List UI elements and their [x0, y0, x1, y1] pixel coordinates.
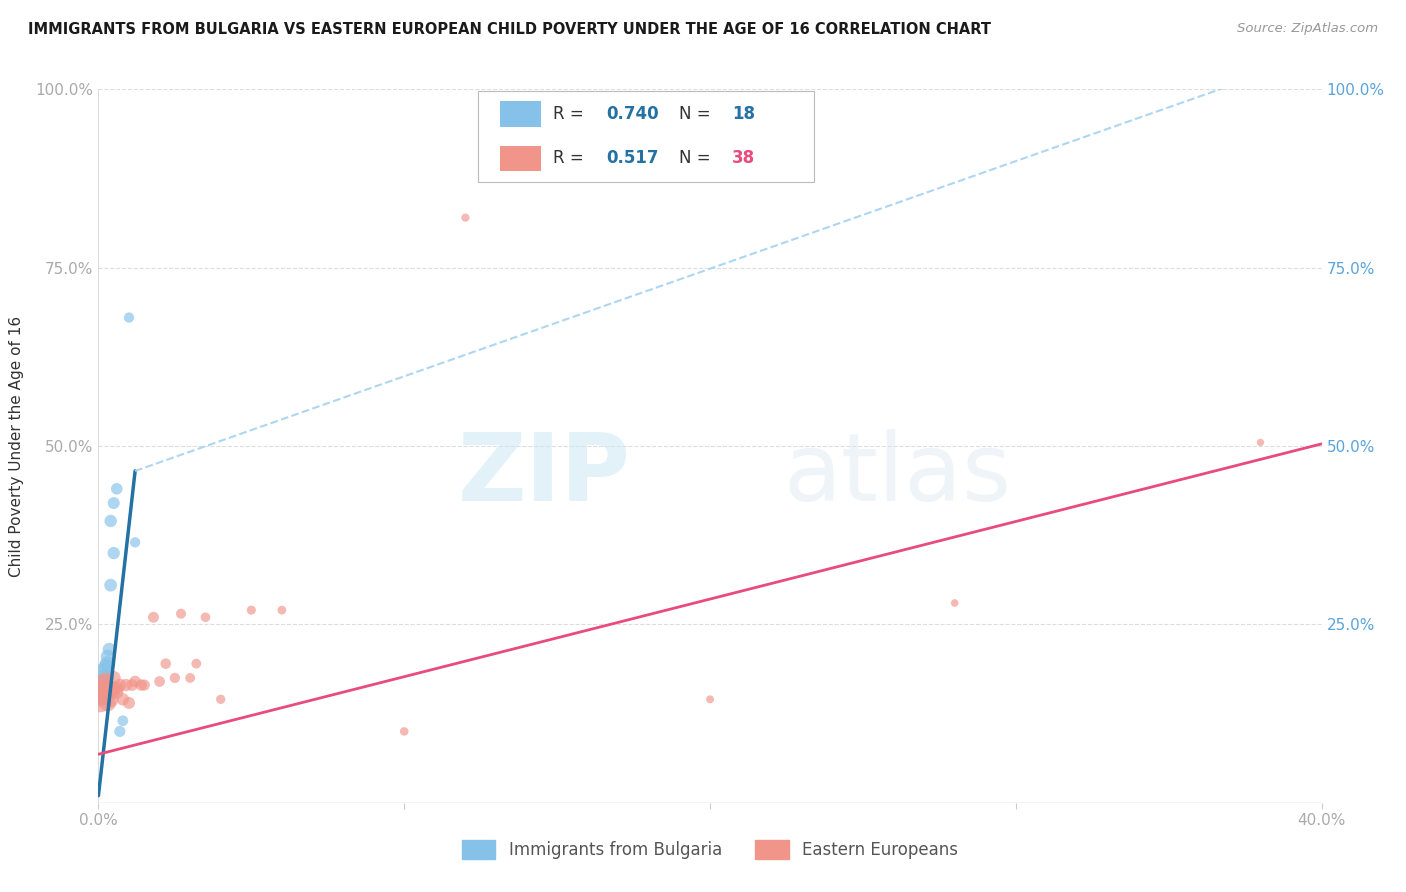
- Text: 0.517: 0.517: [606, 150, 658, 168]
- Point: [134, 678, 156, 692]
- Point: [100, 692, 122, 706]
- Point: [89, 692, 111, 706]
- Text: Source: ZipAtlas.com: Source: ZipAtlas.com: [1237, 22, 1378, 36]
- Point: [103, 496, 125, 510]
- Point: [240, 603, 263, 617]
- Point: [111, 692, 134, 706]
- Point: [392, 724, 416, 739]
- Point: [100, 578, 122, 592]
- Point: [124, 535, 146, 549]
- Point: [97, 681, 120, 696]
- Text: R =: R =: [554, 105, 589, 123]
- Text: IMMIGRANTS FROM BULGARIA VS EASTERN EUROPEAN CHILD POVERTY UNDER THE AGE OF 16 C: IMMIGRANTS FROM BULGARIA VS EASTERN EURO…: [28, 22, 991, 37]
- Point: [270, 603, 292, 617]
- Point: [115, 678, 138, 692]
- Legend: Immigrants from Bulgaria, Eastern Europeans: Immigrants from Bulgaria, Eastern Europe…: [456, 833, 965, 866]
- FancyBboxPatch shape: [499, 145, 541, 171]
- Text: 18: 18: [733, 105, 755, 123]
- Point: [108, 678, 131, 692]
- Point: [699, 692, 721, 706]
- Point: [118, 696, 141, 710]
- Text: N =: N =: [679, 105, 716, 123]
- Point: [91, 689, 114, 703]
- Point: [170, 607, 193, 621]
- Point: [121, 678, 143, 692]
- Point: [129, 678, 152, 692]
- Point: [155, 657, 177, 671]
- Point: [90, 678, 112, 692]
- Point: [118, 310, 141, 325]
- Point: [91, 678, 114, 692]
- Point: [103, 546, 125, 560]
- Text: atlas: atlas: [783, 428, 1012, 521]
- Point: [943, 596, 966, 610]
- Y-axis label: Child Poverty Under the Age of 16: Child Poverty Under the Age of 16: [10, 316, 24, 576]
- Point: [124, 674, 146, 689]
- Point: [105, 681, 128, 696]
- Point: [209, 692, 232, 706]
- Text: ZIP: ZIP: [457, 428, 630, 521]
- Point: [111, 714, 134, 728]
- Point: [89, 685, 111, 699]
- Point: [105, 685, 128, 699]
- Point: [103, 671, 125, 685]
- Point: [93, 671, 115, 685]
- Point: [94, 660, 117, 674]
- Point: [186, 657, 208, 671]
- Text: 0.740: 0.740: [606, 105, 658, 123]
- Point: [93, 674, 115, 689]
- FancyBboxPatch shape: [499, 102, 541, 127]
- Text: R =: R =: [554, 150, 589, 168]
- Point: [98, 642, 121, 657]
- Point: [108, 724, 131, 739]
- Point: [97, 657, 120, 671]
- Point: [93, 664, 115, 678]
- Point: [179, 671, 201, 685]
- Point: [103, 681, 125, 696]
- Point: [149, 674, 172, 689]
- Point: [194, 610, 217, 624]
- Point: [97, 649, 120, 664]
- Point: [454, 211, 477, 225]
- Point: [93, 685, 115, 699]
- Point: [100, 685, 122, 699]
- Point: [97, 696, 120, 710]
- FancyBboxPatch shape: [478, 91, 814, 182]
- Point: [163, 671, 186, 685]
- Text: 38: 38: [733, 150, 755, 168]
- Text: N =: N =: [679, 150, 716, 168]
- Point: [1249, 435, 1271, 450]
- Point: [100, 514, 122, 528]
- Point: [90, 685, 112, 699]
- Point: [105, 482, 128, 496]
- Point: [142, 610, 165, 624]
- Point: [90, 681, 112, 696]
